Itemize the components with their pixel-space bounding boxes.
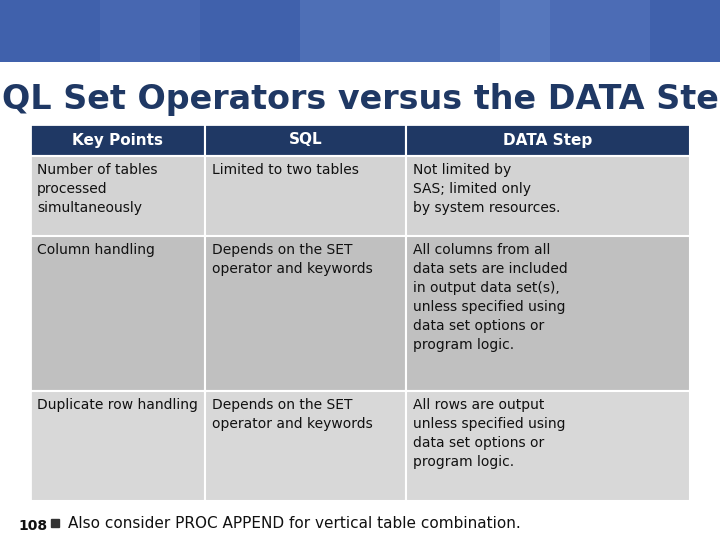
Text: Column handling: Column handling [37, 243, 155, 257]
Text: Duplicate row handling: Duplicate row handling [37, 398, 198, 412]
Bar [205, 156, 406, 236]
Bar [406, 391, 690, 501]
Text: Depends on the SET
operator and keywords: Depends on the SET operator and keywords [212, 398, 373, 431]
Text: Number of tables
processed
simultaneously: Number of tables processed simultaneousl… [37, 163, 158, 215]
Bar [0, 0, 720, 62]
Bar [205, 236, 406, 391]
Bar [30, 124, 690, 501]
Text: SQL Set Operators versus the DATA Step: SQL Set Operators versus the DATA Step [0, 84, 720, 117]
Text: Depends on the SET
operator and keywords: Depends on the SET operator and keywords [212, 243, 373, 276]
Text: Key Points: Key Points [72, 132, 163, 147]
Bar [205, 391, 406, 501]
Bar [406, 156, 690, 236]
Bar [500, 0, 650, 62]
Bar [30, 391, 205, 501]
Text: Limited to two tables: Limited to two tables [212, 163, 359, 177]
Text: All columns from all
data sets are included
in output data set(s),
unless specif: All columns from all data sets are inclu… [413, 243, 568, 352]
Text: Also consider PROC APPEND for vertical table combination.: Also consider PROC APPEND for vertical t… [68, 516, 521, 530]
Bar [406, 236, 690, 391]
Bar [30, 124, 205, 156]
Text: DATA Step: DATA Step [503, 132, 593, 147]
Bar [406, 124, 690, 156]
Bar [30, 236, 205, 391]
Text: Not limited by
SAS; limited only
by system resources.: Not limited by SAS; limited only by syst… [413, 163, 561, 215]
Bar [0, 0, 720, 62]
Bar [100, 0, 200, 62]
Bar [205, 124, 406, 156]
Text: All rows are output
unless specified using
data set options or
program logic.: All rows are output unless specified usi… [413, 398, 566, 469]
Text: SQL: SQL [289, 132, 323, 147]
Text: 108: 108 [18, 519, 47, 533]
Bar [30, 156, 205, 236]
Bar [300, 0, 550, 62]
